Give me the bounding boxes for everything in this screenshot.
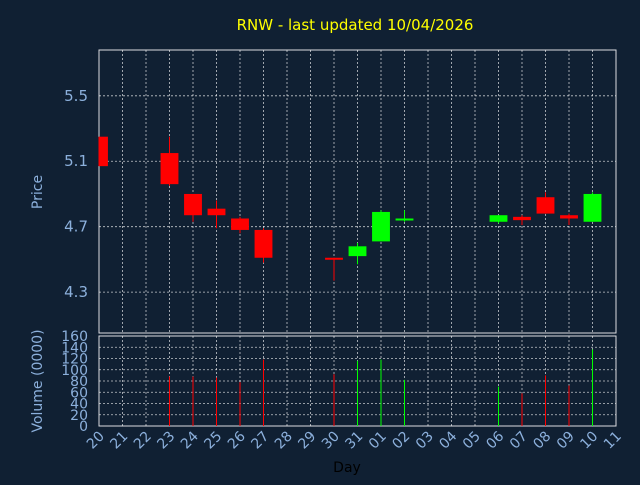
candle (231, 216, 249, 234)
price-tick-label: 5.1 (64, 152, 88, 170)
price-axis-label: Price (30, 175, 46, 209)
candle-body (489, 215, 508, 222)
candle-body (207, 208, 226, 216)
candle-body (99, 136, 108, 167)
candle-body (395, 218, 414, 221)
candle-body (254, 229, 273, 258)
candle (489, 215, 508, 224)
volume-tick-label: 20 (70, 408, 88, 424)
candle-body (583, 193, 602, 222)
volume-series (169, 349, 593, 426)
candle-body (325, 257, 343, 260)
volume-tick-label: 40 (70, 397, 88, 413)
volume-tick-label: 0 (79, 419, 88, 435)
volume-tick-label: 60 (70, 385, 88, 401)
volume-tick-label: 80 (70, 374, 88, 390)
price-plot-frame (98, 49, 617, 334)
chart-title: RNW - last updated 10/04/2026 (237, 16, 474, 34)
candle (207, 200, 226, 229)
candle (536, 192, 555, 214)
candle (395, 210, 414, 222)
candlestick-series (98, 136, 602, 281)
price-tick-label: 5.5 (64, 87, 88, 105)
candle (184, 193, 202, 222)
price-tick-label: 4.7 (64, 218, 88, 236)
candle-body (348, 246, 367, 257)
candle (372, 210, 390, 242)
price-tick-labels: 4.3 4.7 5.1 5.5 (64, 87, 88, 301)
candle (98, 136, 108, 167)
x-tick-labels: 20 21 22 23 24 25 26 27 28 29 30 31 01 02 03 04 05 06 07 08… (84, 428, 625, 452)
candle (583, 192, 602, 222)
candle (325, 257, 343, 281)
candle (560, 213, 578, 226)
candle-body (184, 193, 202, 216)
volume-tick-label: 100 (61, 363, 88, 379)
candle (513, 215, 531, 226)
volume-tick-label: 120 (61, 352, 88, 368)
candle-body (160, 153, 179, 185)
volume-axis-label: Volume (0000) (30, 329, 46, 432)
candle (348, 243, 367, 265)
volume-tick-label: 160 (61, 329, 88, 345)
price-tick-label: 4.3 (64, 283, 88, 301)
candle-body (372, 211, 390, 242)
candle-body (536, 197, 555, 214)
candle-body (560, 215, 578, 219)
candle (160, 136, 179, 186)
price-grid (99, 50, 616, 333)
volume-tick-label: 140 (61, 340, 88, 356)
x-axis-label: Day (333, 460, 361, 476)
candle-body (513, 216, 531, 221)
candle-body (231, 218, 249, 230)
candle (254, 228, 273, 263)
